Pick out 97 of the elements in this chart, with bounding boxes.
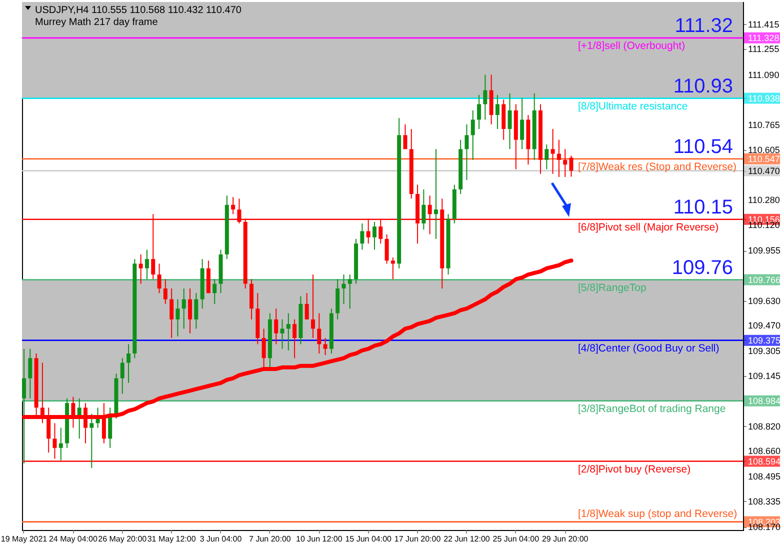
y-tick-label: 110.470 bbox=[748, 166, 780, 176]
y-tick-label: 109.766 bbox=[748, 274, 781, 285]
candlestick bbox=[323, 338, 328, 356]
y-tick-label: 109.305 bbox=[748, 346, 781, 356]
candlestick bbox=[286, 312, 290, 351]
x-tick-label: 24 May 04:00 bbox=[48, 534, 98, 544]
candlestick bbox=[434, 148, 438, 240]
candlestick bbox=[556, 139, 561, 178]
candlestick bbox=[422, 188, 426, 230]
candlestick bbox=[403, 124, 408, 150]
candlestick bbox=[157, 263, 162, 294]
candlestick bbox=[280, 318, 284, 350]
annotation: 111.32 bbox=[674, 14, 733, 37]
y-tick-label: 109.955 bbox=[748, 246, 781, 256]
text: Murrey Math 217 day frame bbox=[35, 17, 158, 28]
y-tick-label: 111.255 bbox=[748, 44, 780, 54]
x-tick-label: 19 May 2021 bbox=[0, 534, 48, 544]
y-tick-label: 109.375 bbox=[748, 335, 781, 346]
ref-line-label: [8/8]Ultimate resistance bbox=[578, 100, 688, 112]
candlestick bbox=[483, 74, 488, 120]
y-tick-label: 108.984 bbox=[748, 396, 781, 406]
x-tick-label: 31 May 12:00 bbox=[147, 534, 196, 544]
candlestick bbox=[212, 278, 217, 304]
candlestick bbox=[477, 94, 482, 130]
candlestick bbox=[138, 254, 143, 284]
y-tick-label: 108.660 bbox=[748, 446, 781, 456]
annotation: 110.93 bbox=[673, 75, 733, 98]
candlestick bbox=[390, 256, 395, 280]
candlestick bbox=[176, 298, 180, 337]
y-tick-label: 110.938 bbox=[748, 93, 780, 104]
ref-line-label: [1/8]Weak sup (stop and Reverse) bbox=[578, 508, 738, 520]
x-tick-label: 3 Jun 04:00 bbox=[200, 534, 242, 544]
candlestick bbox=[384, 234, 389, 264]
x-tick-label: 25 Jun 04:00 bbox=[492, 534, 540, 544]
y-tick-label: 109.470 bbox=[748, 320, 781, 331]
ref-line-label: [3/8]RangeBot of trading Range bbox=[578, 402, 726, 415]
ref-line-label: [6/8]Pivot sell (Major Reverse) bbox=[578, 221, 719, 234]
candlestick bbox=[231, 196, 236, 215]
candlestick bbox=[163, 278, 168, 304]
candlestick bbox=[550, 128, 555, 174]
y-tick-label: 108.495 bbox=[748, 472, 781, 482]
candlestick bbox=[182, 288, 186, 330]
y-tick-label: 111.328 bbox=[748, 32, 780, 43]
annotation: 110.15 bbox=[673, 196, 733, 218]
candlestick bbox=[464, 124, 469, 181]
candlestick bbox=[58, 427, 63, 461]
x-tick-label: 7 Jun 20:00 bbox=[249, 534, 292, 544]
candlestick bbox=[274, 308, 278, 345]
candlestick bbox=[194, 292, 198, 330]
y-tick-label: 110.280 bbox=[748, 195, 780, 206]
y-tick-label: 111.090 bbox=[748, 70, 780, 80]
candlestick bbox=[360, 222, 364, 250]
candlestick bbox=[144, 249, 149, 280]
y-tick-label: 110.605 bbox=[748, 144, 780, 155]
y-tick-label: 109.145 bbox=[748, 370, 781, 381]
y-tick-label: 108.820 bbox=[748, 421, 781, 432]
x-tick-label: 29 Jun 20:00 bbox=[542, 534, 589, 544]
candlestick bbox=[28, 348, 32, 399]
candlestick bbox=[304, 292, 309, 320]
candlestick bbox=[495, 94, 500, 130]
candlestick bbox=[372, 221, 376, 250]
candlestick bbox=[311, 274, 315, 338]
candlestick bbox=[170, 288, 174, 338]
x-tick-label: 15 Jun 04:00 bbox=[345, 534, 392, 544]
x-tick-label: 22 Jun 12:00 bbox=[444, 534, 490, 544]
y-tick-label: 109.630 bbox=[748, 296, 781, 306]
ref-line-label: [4/8]Center (Good Buy or Sell) bbox=[578, 342, 720, 354]
candlestick bbox=[470, 110, 475, 160]
annotation: 109.76 bbox=[672, 256, 733, 279]
chart-title: USDJPY,H4 110.555 110.568 110.432 110.470 bbox=[35, 5, 242, 16]
y-tick-label: 108.594 bbox=[748, 456, 781, 466]
candlestick bbox=[90, 413, 94, 469]
candlestick bbox=[569, 155, 574, 178]
candlestick bbox=[120, 358, 124, 394]
y-tick-label: 111.415 bbox=[748, 19, 780, 30]
x-tick-label: 17 Jun 20:00 bbox=[394, 534, 442, 544]
ref-line-label: [7/8]Weak res (Stop and Reverse) bbox=[578, 160, 737, 173]
candlestick bbox=[508, 92, 512, 150]
y-tick-label: 110.547 bbox=[748, 154, 780, 164]
candlestick bbox=[563, 148, 568, 178]
y-tick-label: 110.765 bbox=[748, 120, 780, 130]
y-tick-label: 108.335 bbox=[748, 496, 781, 506]
ref-line-label: [2/8]Pivot buy (Reverse) bbox=[578, 463, 691, 476]
candlestick bbox=[348, 274, 352, 310]
candlestick bbox=[544, 144, 549, 170]
candlestick bbox=[292, 318, 297, 359]
annotation: 110.54 bbox=[673, 136, 733, 158]
candlestick bbox=[317, 312, 322, 354]
candlestick bbox=[342, 274, 346, 304]
candlestick bbox=[126, 344, 131, 384]
x-tick-label: 26 May 20:00 bbox=[98, 534, 148, 544]
ref-line-label: [+1/8]sell (Overbought) bbox=[578, 40, 686, 52]
x-tick-label: 10 Jun 12:00 bbox=[296, 534, 343, 544]
candlestick bbox=[188, 288, 192, 334]
ref-line-label: [5/8]RangeTop bbox=[578, 282, 646, 294]
candlestick bbox=[520, 98, 524, 150]
candlestick bbox=[22, 348, 26, 464]
